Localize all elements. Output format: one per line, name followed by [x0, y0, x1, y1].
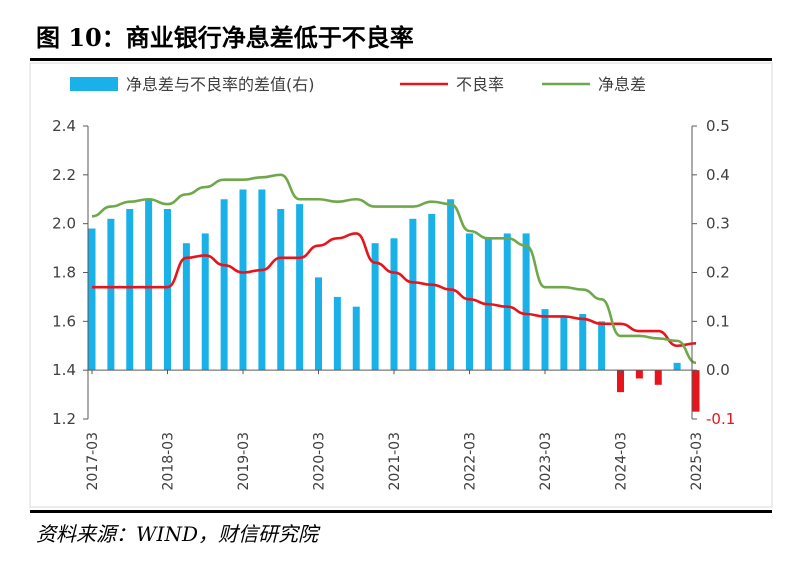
right-tick-label: 0.3 [706, 215, 730, 233]
right-tick-label: 0.5 [706, 117, 730, 135]
chart-frame [29, 62, 773, 508]
right-tick-label: 0.4 [706, 166, 730, 184]
bar [654, 370, 662, 385]
left-tick-label: 2.4 [52, 117, 76, 135]
left-tick-label: 2.2 [52, 166, 76, 184]
x-tick-label: 2017-03 [85, 432, 101, 491]
bar [617, 370, 624, 393]
bar [201, 233, 209, 371]
bar [560, 316, 568, 371]
bar [107, 218, 115, 371]
bar [126, 209, 134, 371]
left-tick-label: 2.0 [52, 215, 76, 233]
bar [541, 309, 549, 371]
bar [447, 199, 455, 371]
bar [88, 228, 96, 371]
bar [164, 209, 171, 371]
left-tick-label: 1.6 [52, 312, 76, 330]
bar [503, 233, 511, 371]
x-tick-label: 2018-03 [161, 432, 177, 491]
bar [390, 238, 398, 371]
legend-swatch-bar [70, 77, 118, 91]
bar [635, 370, 643, 379]
left-tick-label: 1.4 [52, 361, 76, 379]
bar [579, 314, 587, 371]
bar [277, 209, 285, 371]
left-tick-label: 1.2 [52, 410, 76, 428]
bar [371, 243, 379, 371]
figure-title: 图 10：商业银行净息差低于不良率 [36, 23, 414, 52]
x-tick-label: 2022-03 [463, 432, 479, 491]
legend-label: 不良率 [456, 75, 504, 94]
bar [315, 277, 322, 371]
x-tick-label: 2019-03 [236, 432, 252, 491]
x-tick-label: 2023-03 [538, 432, 554, 491]
bar [428, 213, 436, 371]
source-rule [30, 510, 772, 513]
title-rule [30, 58, 772, 61]
right-tick-label: 0.2 [706, 264, 730, 282]
bar [522, 233, 530, 371]
bar [258, 189, 266, 371]
x-tick-label: 2021-03 [387, 432, 403, 491]
source-note: 资料来源：WIND，财信研究院 [36, 522, 318, 546]
left-tick-label: 1.8 [52, 264, 76, 282]
x-tick-label: 2025-03 [689, 432, 705, 491]
x-tick-label: 2020-03 [312, 432, 328, 491]
right-tick-label: 0.1 [706, 312, 730, 330]
x-tick-label: 2024-03 [614, 432, 630, 491]
legend-label: 净息差与不良率的差值(右) [126, 75, 315, 94]
bar [673, 362, 681, 371]
bar [182, 243, 190, 371]
bar [220, 199, 228, 371]
bar [692, 370, 700, 412]
bar [145, 199, 153, 371]
bar [598, 321, 606, 371]
legend-label: 净息差 [598, 75, 646, 94]
nim-line [91, 173, 697, 365]
npl-ratio-line [92, 232, 697, 348]
right-tick-label: 0.0 [706, 361, 730, 379]
bar [466, 233, 473, 371]
bar [352, 306, 360, 371]
bar [239, 189, 247, 371]
bar [296, 204, 304, 371]
bar [409, 218, 417, 371]
bar [333, 296, 341, 371]
right-tick-label: -0.1 [706, 410, 735, 428]
